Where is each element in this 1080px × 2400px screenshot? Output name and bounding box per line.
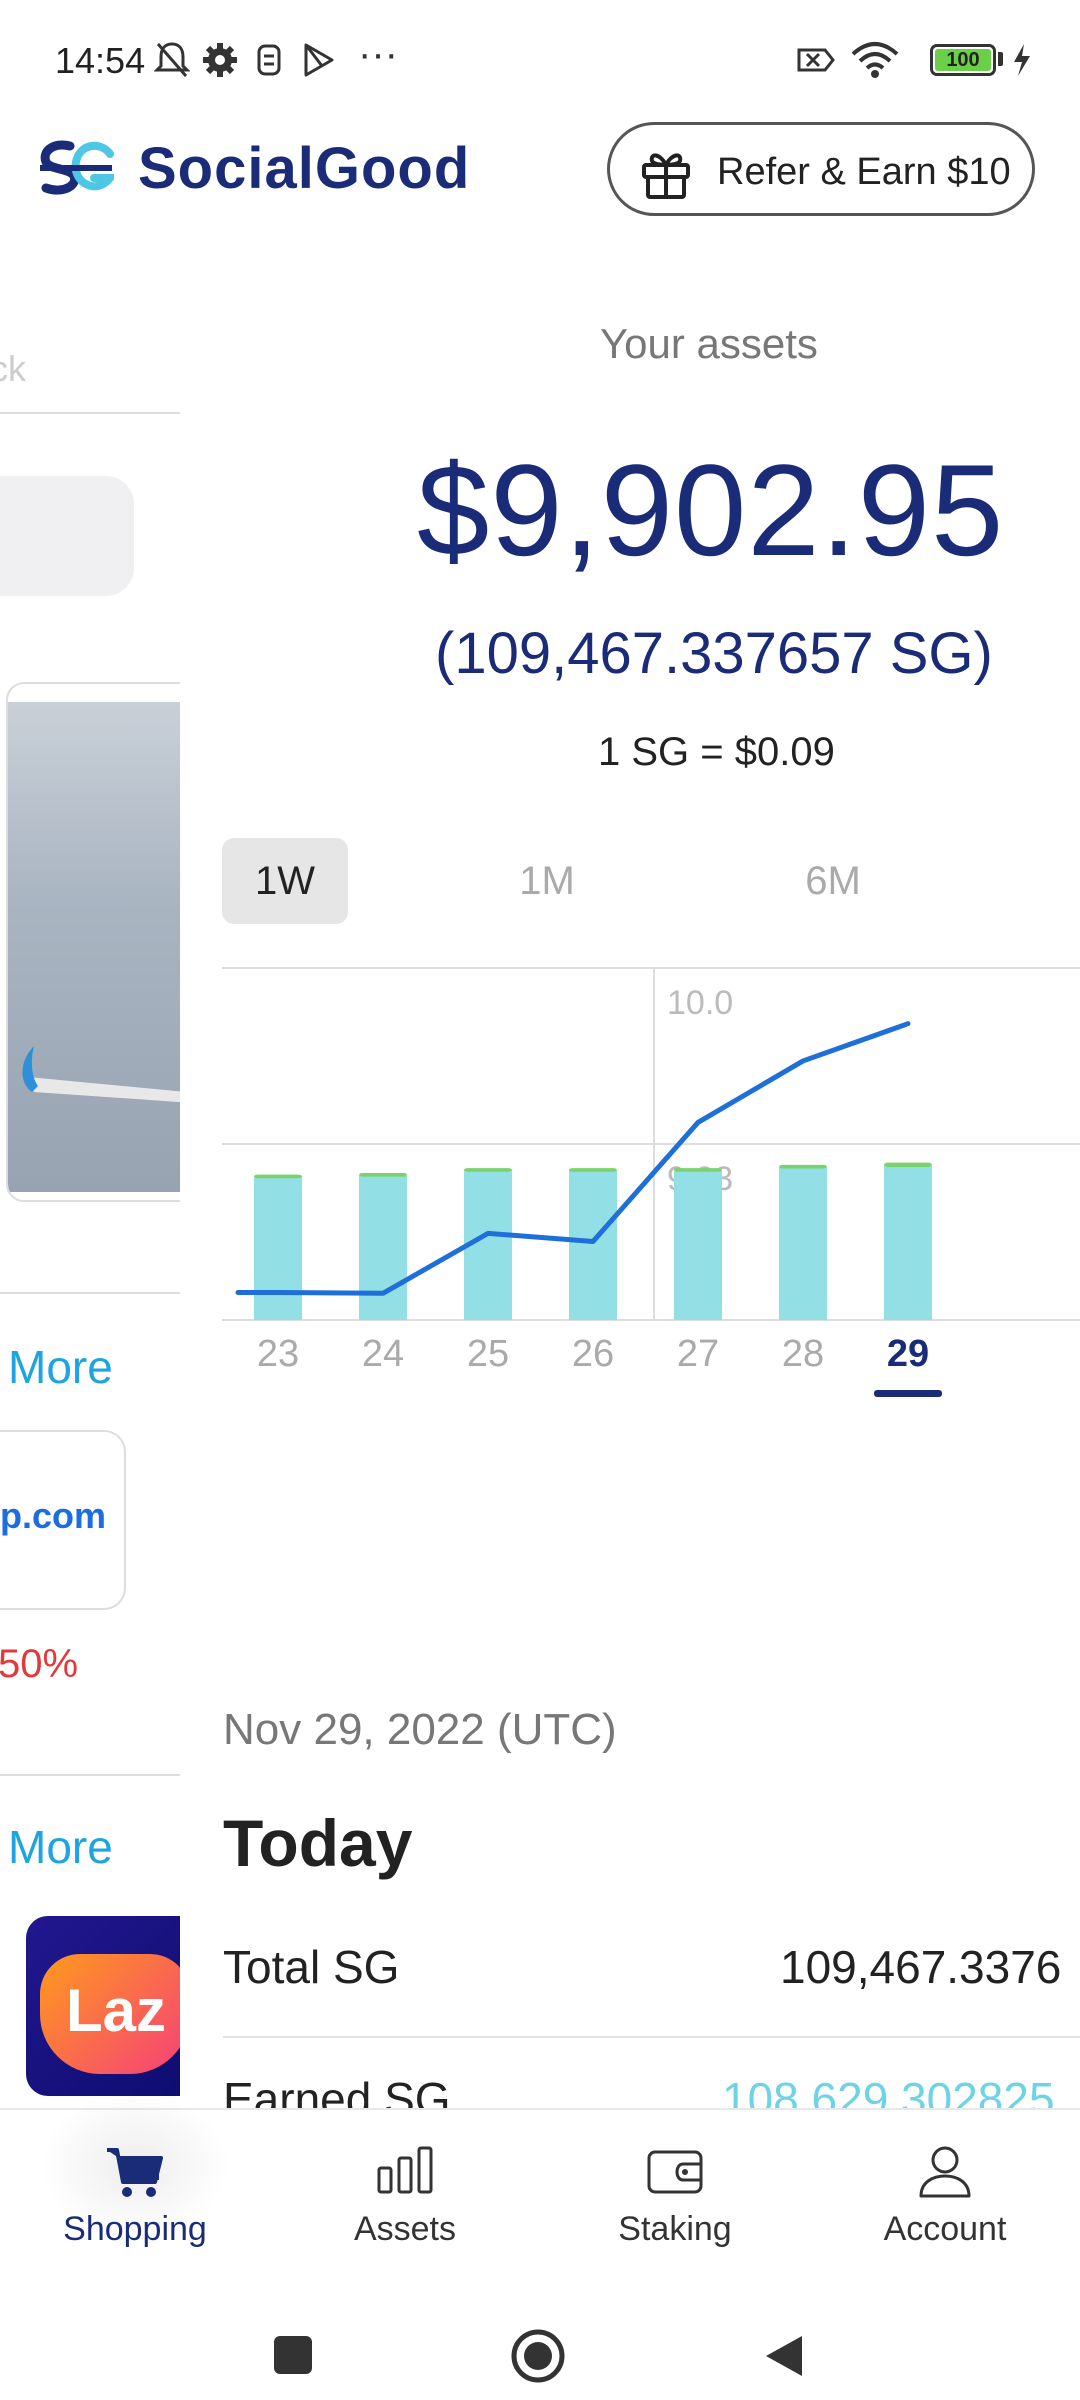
nav-staking[interactable]: Staking (540, 2110, 810, 2300)
more-link[interactable]: More (8, 1341, 113, 1393)
x-tick-label: 28 (782, 1333, 824, 1375)
chart-bar-cap (884, 1162, 932, 1168)
cashback-percent: 50% (0, 1642, 79, 1686)
chart-bar (884, 1166, 932, 1320)
refer-earn-button[interactable]: Refer & Earn $10 (607, 122, 1035, 216)
status-time: 14:54 (55, 40, 146, 81)
lazada-logo[interactable]: Laz (26, 1916, 180, 2096)
promo-card[interactable] (6, 682, 180, 1202)
chart-bar-cap (464, 1168, 512, 1172)
y-tick-label: 10.0 (667, 984, 733, 1022)
more-notifications: ··· (358, 32, 398, 76)
no-sim-icon (797, 48, 835, 72)
chart-bar (569, 1171, 617, 1320)
divider (0, 1292, 180, 1294)
assets-chart-svg: 10.09.0323242526272829 (222, 967, 1080, 1397)
shopping-panel-preview[interactable]: ck More p.com 50% More Laz (0, 320, 180, 2100)
bottom-navigation: Shopping Assets Staking Account (0, 2090, 1080, 2300)
chart-line (235, 1021, 911, 1296)
chart-bar (779, 1167, 827, 1320)
x-tick-label: 26 (572, 1333, 614, 1375)
chart-bar-cap (674, 1168, 722, 1172)
cart-icon (107, 2148, 163, 2197)
nav-account[interactable]: Account (810, 2110, 1080, 2300)
charging-icon (1014, 44, 1030, 76)
range-tabs: 1W 1M 6M (222, 838, 1080, 926)
brand-name: SocialGood (138, 136, 471, 201)
chart-bar (359, 1175, 407, 1320)
system-navigation-bar (0, 2298, 1080, 2400)
play-store-icon (304, 43, 334, 77)
divider (0, 1774, 180, 1776)
chart-bar-cap (779, 1164, 827, 1169)
tab-1w[interactable]: 1W (222, 838, 348, 924)
exchange-rate: 1 SG = $0.09 (598, 730, 835, 774)
lazada-logo-text: Laz (66, 1977, 167, 2044)
nav-shopping[interactable]: Shopping (0, 2090, 270, 2300)
x-tick-label: 24 (362, 1333, 404, 1375)
socialgood-logo-icon (40, 140, 114, 195)
chart-bar-cap (359, 1172, 407, 1177)
x-tick-label: 27 (677, 1333, 719, 1375)
nav-assets[interactable]: Assets (270, 2110, 540, 2300)
battery-indicator: 100 (930, 44, 996, 76)
chart-bar (254, 1177, 302, 1320)
total-sg-label: Total SG (223, 1941, 400, 1993)
tab-1m[interactable]: 1M (519, 859, 575, 903)
nav-staking-label: Staking (618, 2210, 732, 2248)
bar-chart-icon (377, 2146, 433, 2194)
gift-icon (642, 153, 690, 199)
search-pill[interactable] (0, 476, 134, 596)
wifi-icon (851, 42, 899, 78)
selected-day-indicator (874, 1390, 942, 1397)
bell-off-icon (154, 42, 190, 77)
sim-icon (257, 44, 281, 76)
airplane-wing-image (22, 1046, 180, 1103)
x-tick-label: 29 (887, 1333, 929, 1375)
battery-tip (998, 52, 1003, 66)
lazada-heart-icon (40, 1954, 180, 2074)
chart-bar-cap (254, 1174, 302, 1179)
recents-square-icon[interactable] (272, 2334, 314, 2376)
nav-shopping-label: Shopping (63, 2210, 207, 2248)
x-tick-label: 23 (257, 1333, 299, 1375)
total-sg-value: 109,467.3376 (780, 1941, 1062, 1993)
assets-usd-value: $9,902.95 (417, 437, 1005, 583)
nav-account-label: Account (883, 2210, 1007, 2248)
assets-sg-value: (109,467.337657 SG) (435, 621, 993, 686)
chart-bar (464, 1171, 512, 1320)
tab-6m[interactable]: 6M (805, 859, 861, 903)
search-field-partial[interactable]: ck (0, 348, 26, 389)
assets-title: Your assets (600, 320, 818, 367)
chart-bar-cap (569, 1168, 617, 1172)
more-link[interactable]: More (8, 1821, 113, 1873)
nav-assets-label: Assets (353, 2210, 457, 2248)
x-tick-label: 25 (467, 1333, 509, 1375)
divider (223, 2036, 1080, 2038)
gear-icon (203, 43, 237, 77)
store-card[interactable] (0, 1430, 126, 1610)
back-triangle-icon[interactable] (762, 2332, 806, 2380)
assets-chart[interactable]: 10.09.0323242526272829 (222, 958, 1080, 1598)
divider (0, 412, 180, 414)
home-circle-icon[interactable] (510, 2328, 566, 2384)
promo-image (8, 702, 180, 1192)
chart-bar (674, 1171, 722, 1320)
store-name-partial: p.com (0, 1495, 107, 1536)
today-title: Today (223, 1806, 413, 1880)
refer-earn-label: Refer & Earn $10 (717, 151, 1011, 193)
status-bar: 14:54 ··· 100 (0, 0, 1080, 120)
person-icon (919, 2146, 971, 2198)
wallet-icon (647, 2150, 703, 2194)
battery-level: 100 (935, 49, 991, 71)
date-label: Nov 29, 2022 (UTC) (223, 1705, 617, 1754)
